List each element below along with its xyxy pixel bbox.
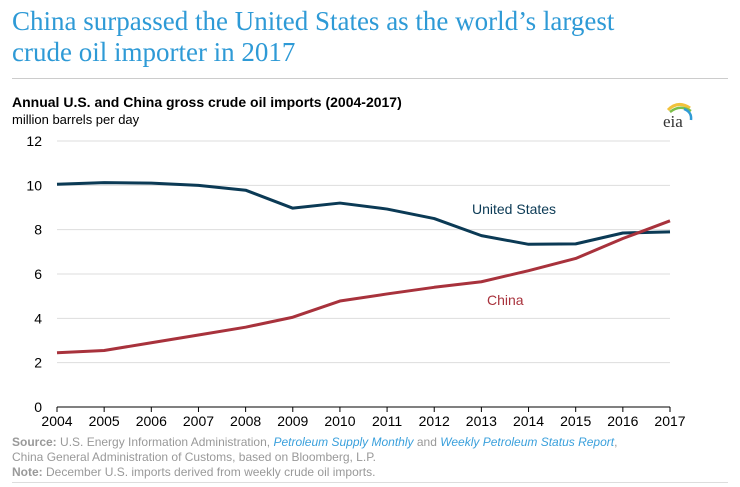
footer: Source: U.S. Energy Information Administ… (12, 435, 617, 480)
x-tick-label: 2007 (183, 413, 214, 429)
y-tick-label: 0 (34, 399, 42, 415)
series-label: China (487, 292, 524, 308)
divider (12, 482, 728, 483)
x-tick-label: 2005 (89, 413, 120, 429)
x-tick-label: 2013 (466, 413, 497, 429)
y-tick-label: 6 (34, 266, 42, 282)
y-tick-label: 12 (26, 133, 42, 149)
x-tick-label: 2015 (560, 413, 591, 429)
y-tick-label: 8 (34, 222, 42, 238)
source-and: and (413, 435, 441, 449)
x-tick-label: 2010 (324, 413, 355, 429)
svg-text:eia: eia (663, 112, 683, 130)
series-line-china (56, 219, 671, 355)
x-tick-label: 2012 (419, 413, 450, 429)
series-label: United States (472, 201, 556, 217)
divider (12, 78, 728, 79)
petroleum-supply-monthly-link[interactable]: Petroleum Supply Monthly (273, 435, 414, 449)
x-tick-label: 2008 (230, 413, 261, 429)
title-line-1: China surpassed the United States as the… (12, 6, 615, 36)
y-tick-label: 2 (34, 355, 42, 371)
chart-title: Annual U.S. and China gross crude oil im… (12, 94, 402, 110)
weekly-petroleum-status-report-link[interactable]: Weekly Petroleum Status Report (440, 435, 615, 449)
title-line-2: crude oil importer in 2017 (12, 37, 296, 67)
series-line-united-states (56, 181, 671, 246)
x-tick-label: 2004 (41, 413, 72, 429)
y-tick-label: 10 (26, 177, 42, 193)
y-tick-label: 4 (34, 310, 42, 326)
y-axis-label: million barrels per day (12, 112, 140, 127)
x-tick-label: 2009 (277, 413, 308, 429)
source-label: Source: (12, 435, 57, 449)
eia-logo-icon: eia (663, 103, 693, 130)
page-title: China surpassed the United States as the… (12, 6, 614, 68)
note-text: December U.S. imports derived from weekl… (42, 465, 376, 479)
note-label: Note: (12, 465, 43, 479)
source-comma: , (614, 435, 618, 449)
x-tick-label: 2014 (513, 413, 544, 429)
x-tick-label: 2016 (607, 413, 638, 429)
x-tick-label: 2011 (372, 413, 402, 429)
x-tick-label: 2006 (136, 413, 167, 429)
source-text: U.S. Energy Information Administration, (56, 435, 274, 449)
x-tick-label: 2017 (654, 413, 685, 429)
source-line-2: China General Administration of Customs,… (12, 450, 376, 464)
